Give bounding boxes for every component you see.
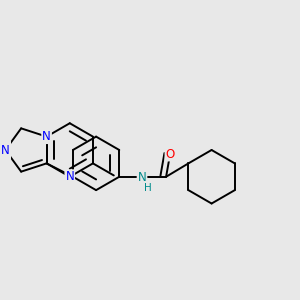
Text: N: N [65, 170, 74, 183]
Text: N: N [1, 143, 10, 157]
Text: O: O [166, 148, 175, 160]
Text: N: N [42, 130, 51, 143]
Text: N: N [138, 171, 146, 184]
Text: H: H [144, 183, 152, 193]
